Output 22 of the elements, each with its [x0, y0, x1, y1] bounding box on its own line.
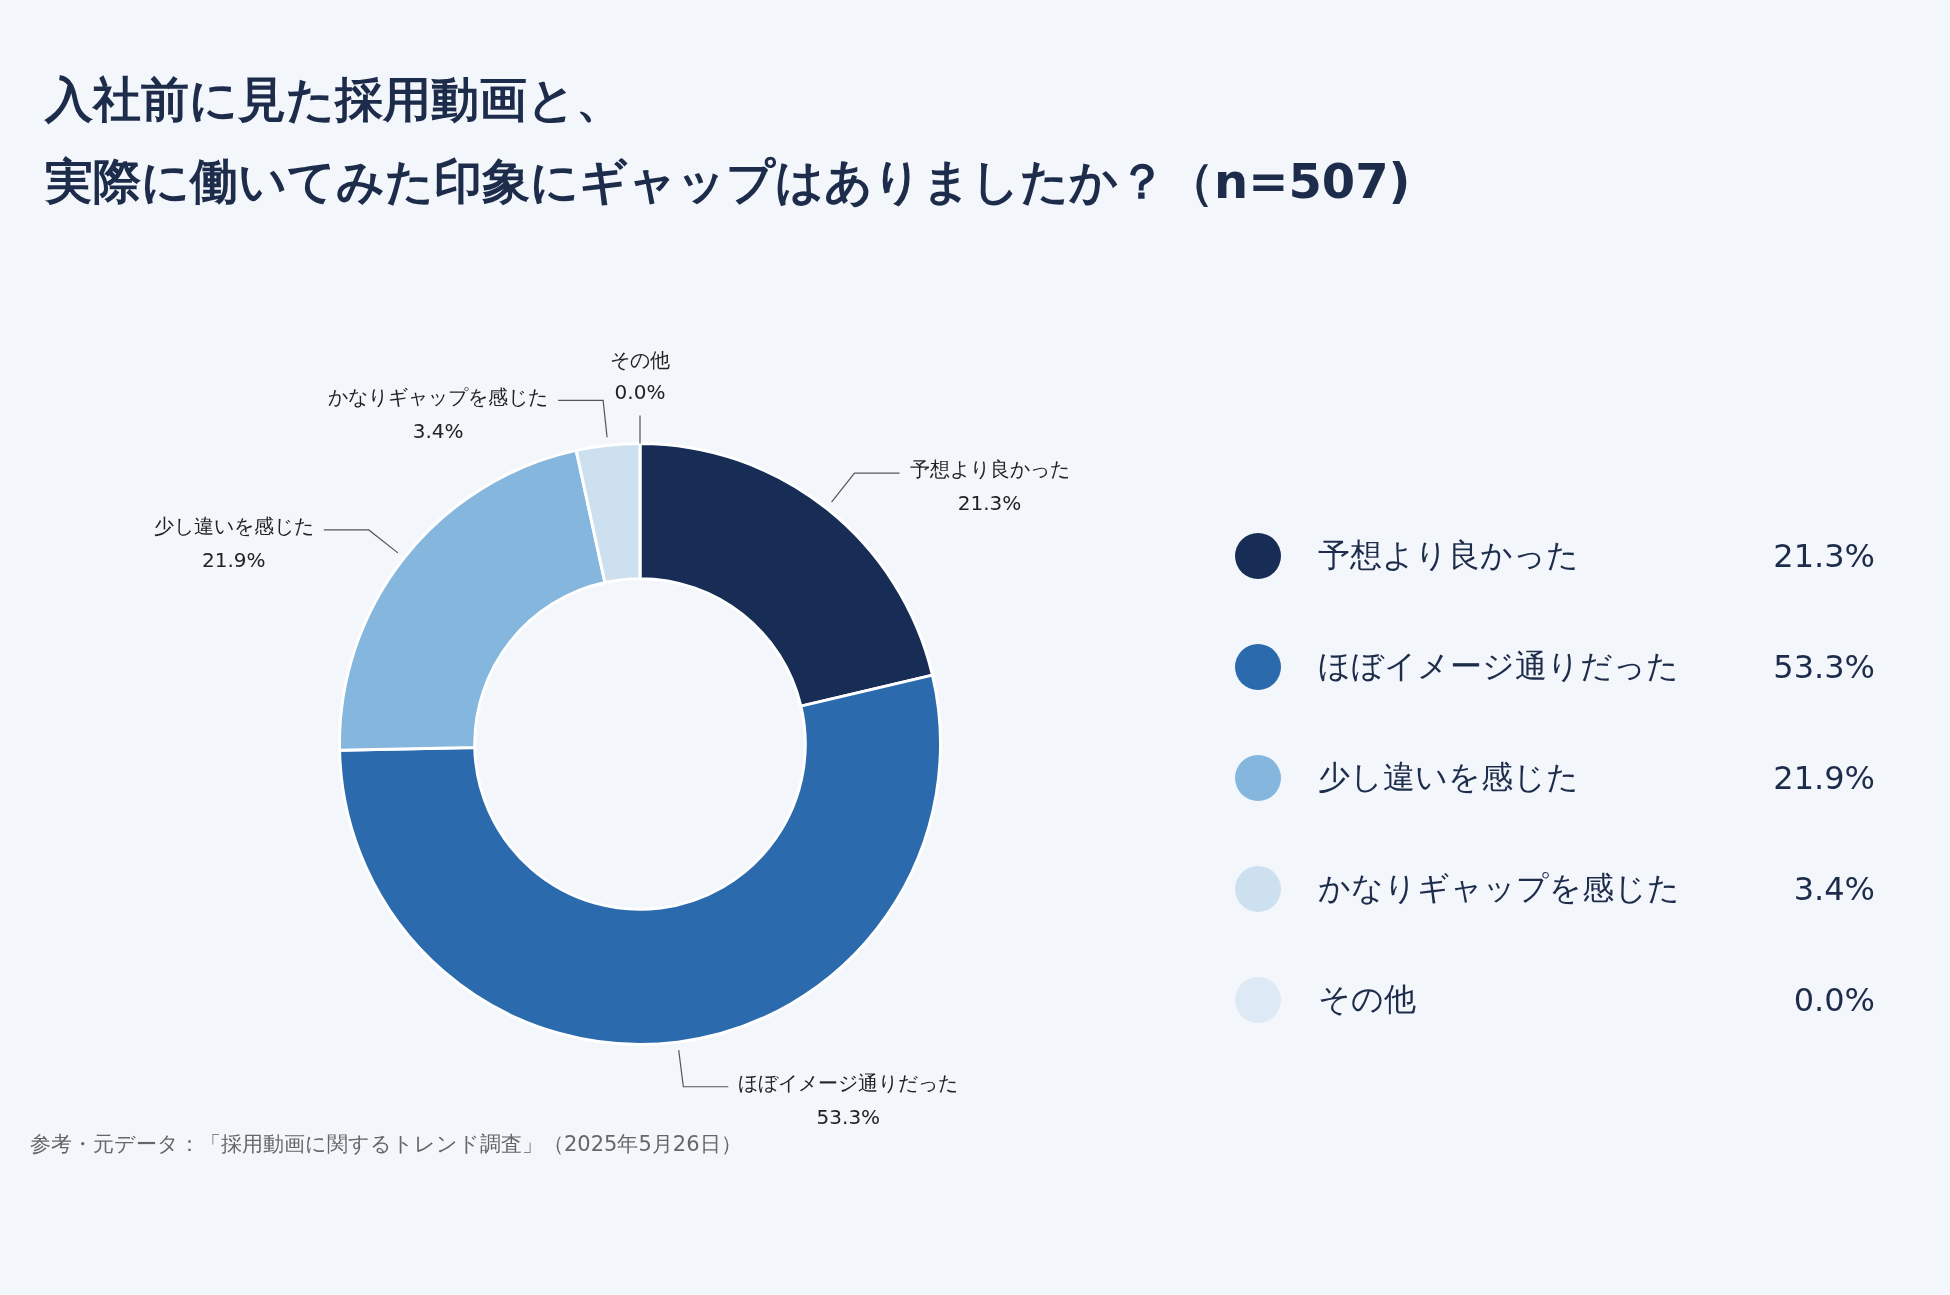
chart-title: 入社前に見た採用動画と、実際に働いてみた印象にギャップはありましたか？（n=507) [45, 70, 1412, 211]
text: 3.4% [1793, 869, 1875, 908]
text: 0.0% [1793, 980, 1875, 1019]
slice-label: 少し違いを感じた [153, 514, 314, 539]
legend-label: かなりギャップを感じた [1318, 867, 1681, 909]
text: 参考・元データ：「採用動画に関するトレンド調査」（2025年5月26日） [30, 1131, 742, 1158]
slice-label: かなりギャップを感じた [328, 384, 549, 409]
data-label: 21.3% [957, 491, 1022, 516]
legend-label: 予想より良かった [1318, 534, 1580, 576]
category-label: その他 [610, 347, 670, 372]
legend-label: その他 [1318, 978, 1417, 1020]
text: 21.9% [1773, 758, 1875, 797]
slice-label: ほぼイメージ通りだった [738, 1070, 959, 1095]
text: 53.3% [1773, 647, 1875, 686]
slice-label: 予想より良かった [909, 457, 1070, 482]
legend-label: 少し違いを感じた [1318, 756, 1580, 798]
legend-label: ほぼイメージ通りだった [1318, 645, 1680, 687]
data-label: 3.4% [412, 418, 464, 443]
text: 21.3% [1773, 536, 1875, 575]
data-label: 53.3% [816, 1104, 881, 1129]
data-label: 21.9% [202, 548, 266, 573]
text: 0.0% [614, 379, 666, 404]
